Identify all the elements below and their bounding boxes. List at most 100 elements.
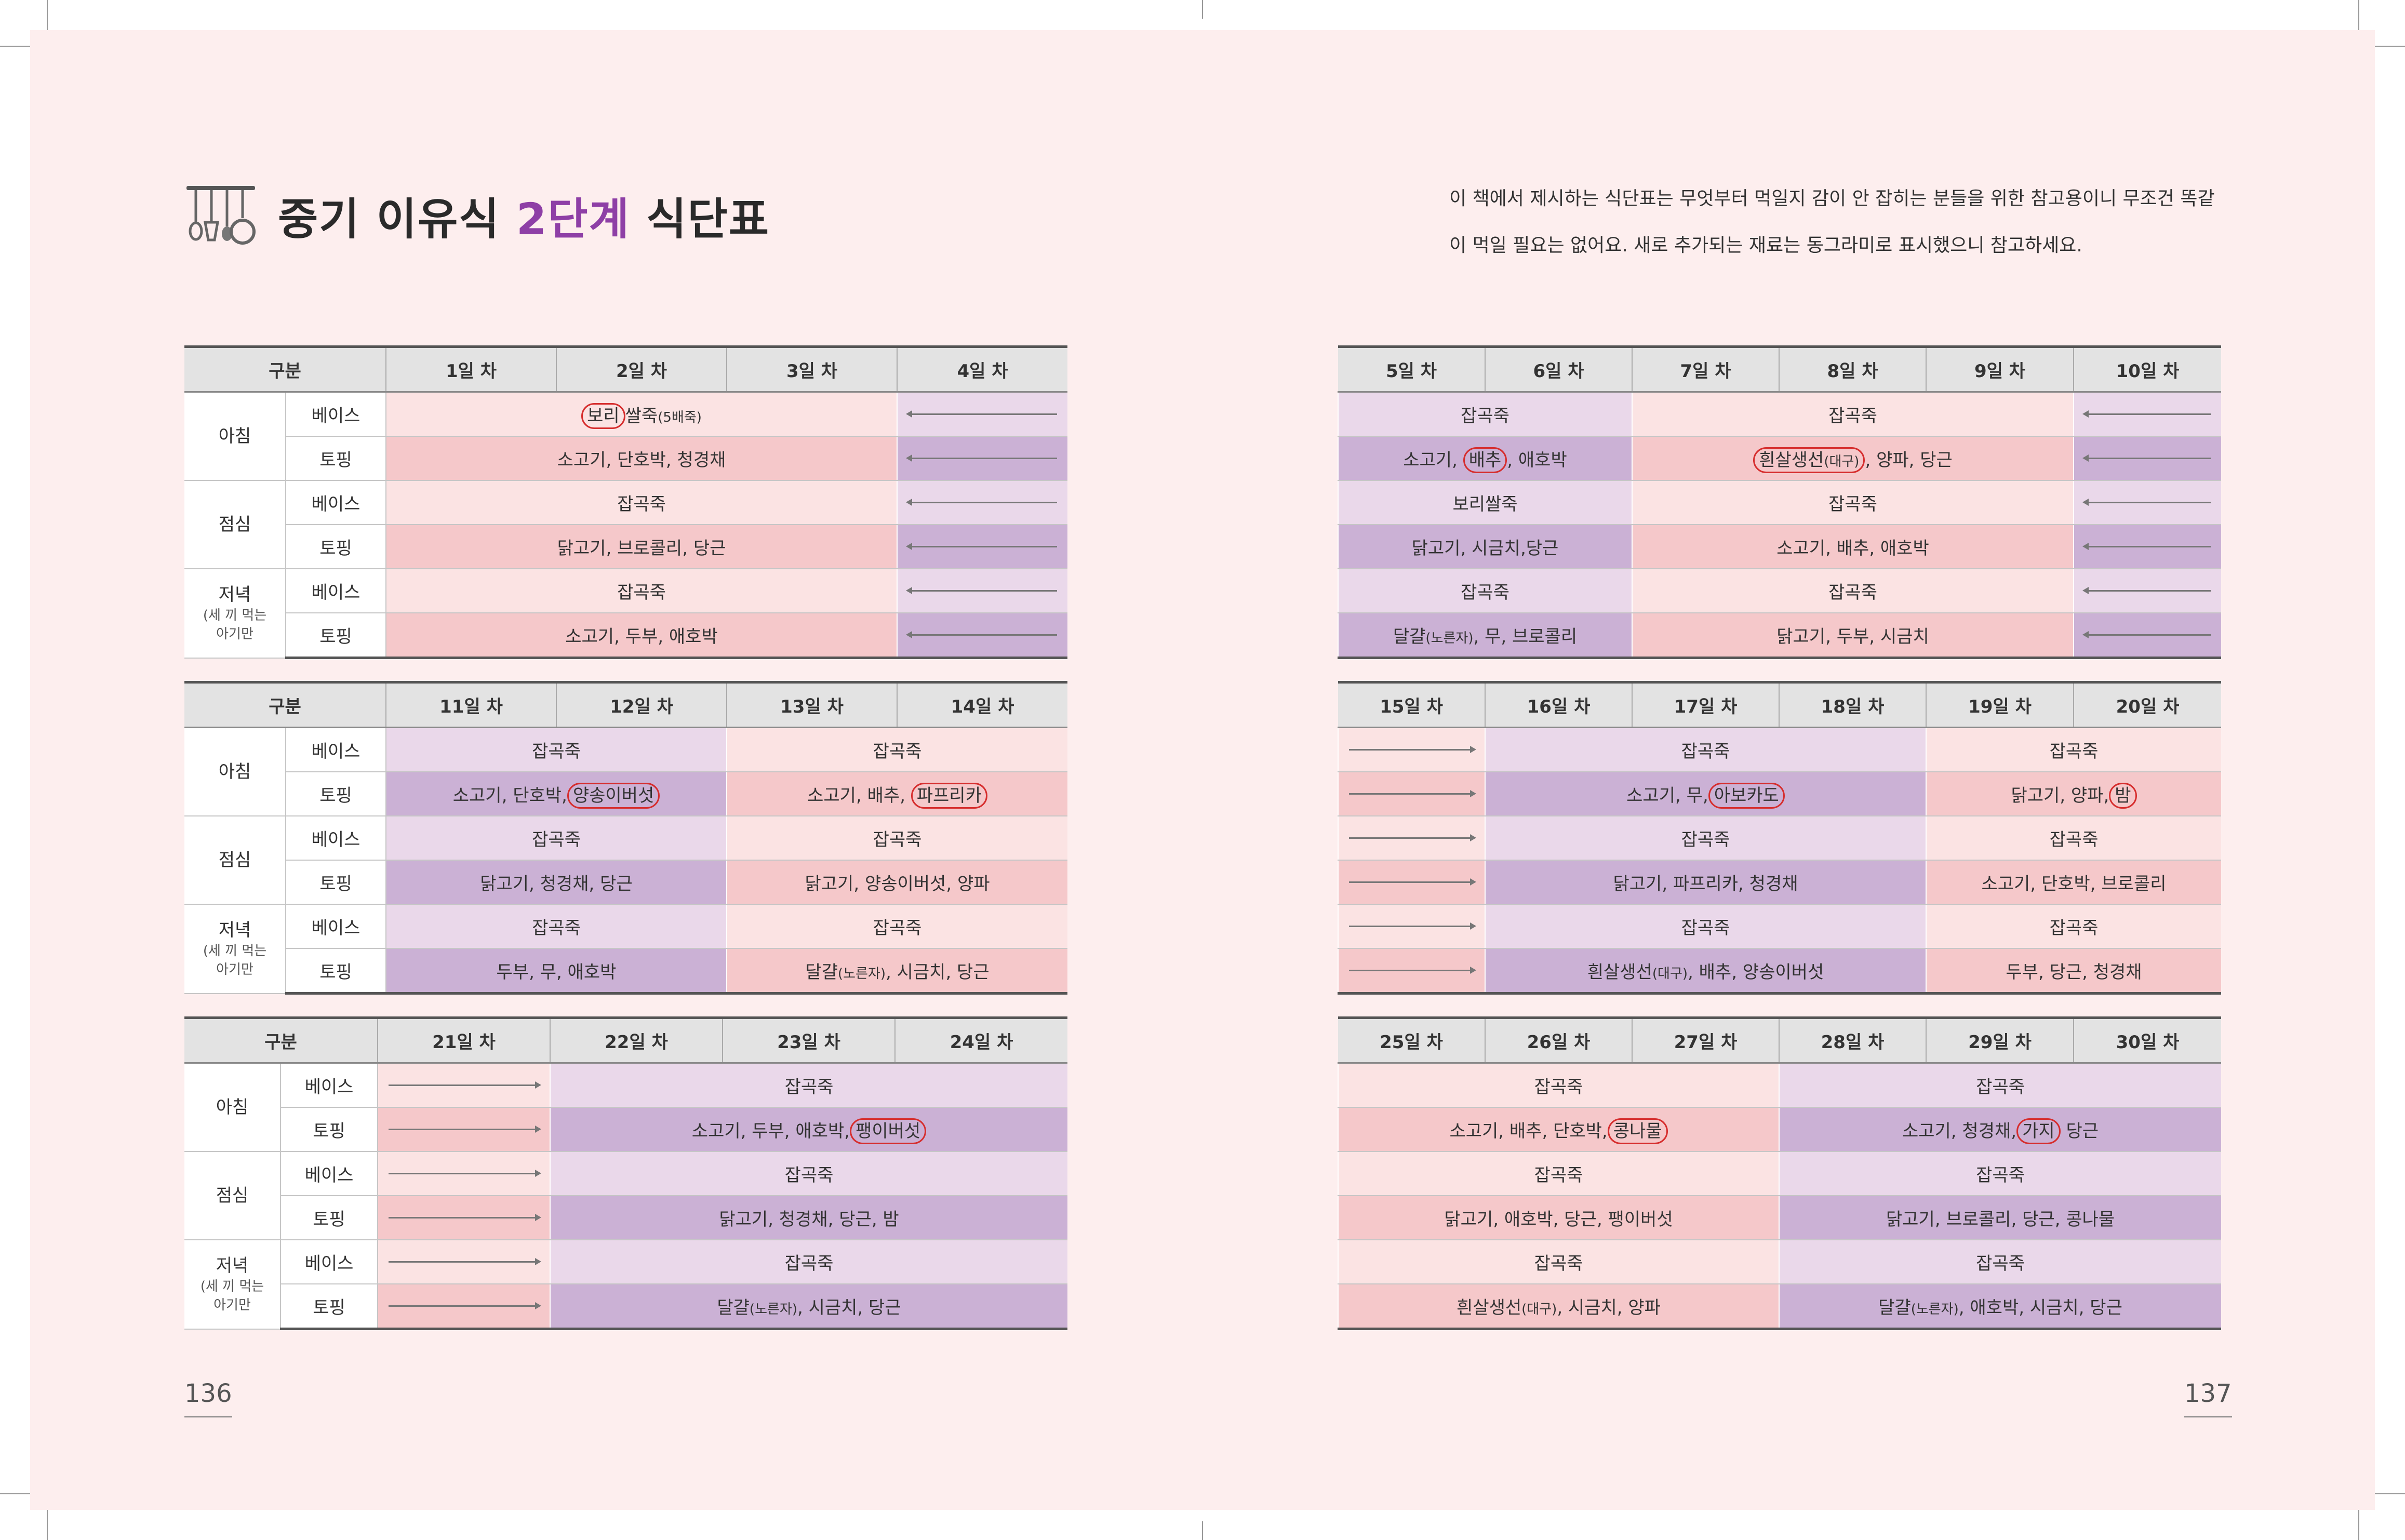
- crop-mark: [2358, 1510, 2359, 1540]
- menu-cell: 닭고기, 애호박, 당근, 팽이버섯: [1338, 1196, 1779, 1240]
- meal-lunch: 점심: [184, 816, 286, 905]
- row-topping: 토핑: [286, 436, 386, 481]
- menu-cell: 소고기, 단호박, 청경채: [385, 436, 897, 481]
- row-topping: 토핑: [280, 1284, 378, 1330]
- menu-cell: 닭고기, 브로콜리, 당근: [385, 525, 897, 569]
- menu-cell: 흰살생선(대구), 시금치, 양파: [1338, 1284, 1779, 1330]
- header-day: 7일 차: [1632, 345, 1779, 393]
- new-ingredient: 양송이버섯: [567, 783, 660, 809]
- page-title: 중기 이유식 2단계 식단표: [278, 193, 770, 245]
- menu-cell: 소고기, 두부, 애호박: [385, 613, 897, 659]
- continue-arrow: [1338, 816, 1485, 861]
- crop-mark: [0, 46, 30, 47]
- header-day: 4일 차: [897, 345, 1067, 393]
- row-base: 베이스: [286, 727, 386, 772]
- new-ingredient: 가지: [2016, 1118, 2061, 1144]
- menu-cell: 달걀(노른자), 무, 브로콜리: [1338, 613, 1632, 659]
- menu-cell: 닭고기, 시금치,당근: [1338, 525, 1632, 569]
- continue-arrow: [897, 569, 1067, 613]
- header-day: 21일 차: [377, 1016, 550, 1064]
- meal-breakfast: 아침: [184, 1063, 281, 1152]
- new-ingredient: 팽이버섯: [850, 1118, 927, 1144]
- continue-arrow: [2073, 525, 2221, 569]
- menu-cell: 보리쌀죽: [1338, 480, 1632, 525]
- schedule-table-days-1-4: 구분 1일 차 2일 차 3일 차 4일 차 아침 베이스 보리 쌀죽(5배죽) …: [184, 345, 1067, 659]
- page-number-right: 137: [2184, 1379, 2232, 1417]
- menu-cell: 잡곡죽: [1926, 816, 2221, 861]
- row-base: 베이스: [286, 480, 386, 525]
- crop-mark: [2358, 0, 2359, 30]
- header-day: 1일 차: [385, 345, 556, 393]
- menu-cell: 잡곡죽: [385, 480, 897, 525]
- row-topping: 토핑: [286, 860, 386, 905]
- continue-arrow: [1338, 772, 1485, 816]
- header-day: 3일 차: [726, 345, 897, 393]
- meal-breakfast: 아침: [184, 727, 286, 816]
- new-ingredient: 보리: [581, 403, 625, 429]
- row-topping: 토핑: [286, 948, 386, 995]
- crop-mark: [2375, 1493, 2405, 1494]
- menu-cell: 잡곡죽: [1485, 727, 1926, 772]
- meal-dinner: 저녁 (세 끼 먹는 아기만: [184, 1240, 281, 1330]
- menu-cell: 닭고기, 두부, 시금치: [1632, 613, 2074, 659]
- row-base: 베이스: [280, 1151, 378, 1196]
- menu-cell: 두부, 무, 애호박: [385, 948, 727, 995]
- header-day: 18일 차: [1779, 681, 1926, 728]
- menu-cell: 잡곡죽: [1338, 1240, 1779, 1284]
- continue-arrow: [1338, 860, 1485, 905]
- header-day: 16일 차: [1485, 681, 1632, 728]
- menu-cell: 잡곡죽: [1632, 480, 2074, 525]
- continue-arrow: [1338, 948, 1485, 995]
- header-category: 구분: [184, 345, 386, 393]
- menu-cell: 잡곡죽: [1926, 904, 2221, 949]
- page-number-left: 136: [184, 1379, 232, 1417]
- kitchen-utensils-icon: [186, 186, 256, 245]
- menu-cell: 달걀(노른자), 애호박, 시금치, 당근: [1779, 1284, 2221, 1330]
- header-day: 30일 차: [2073, 1016, 2221, 1064]
- new-ingredient: 콩나물: [1607, 1118, 1668, 1144]
- continue-arrow: [1338, 904, 1485, 949]
- menu-cell: 소고기, 무, 아보카도: [1485, 772, 1926, 816]
- menu-cell: 닭고기, 청경채, 당근, 밤: [550, 1196, 1067, 1240]
- continue-arrow: [1338, 727, 1485, 772]
- menu-cell: 잡곡죽: [1338, 392, 1632, 437]
- header-day: 8일 차: [1779, 345, 1926, 393]
- page-heading: 중기 이유식 2단계 식단표: [184, 182, 770, 249]
- menu-cell: 소고기, 두부, 애호박, 팽이버섯: [550, 1107, 1067, 1152]
- header-day: 17일 차: [1632, 681, 1779, 728]
- continue-arrow: [897, 480, 1067, 525]
- row-base: 베이스: [280, 1063, 378, 1108]
- new-ingredient: 아보카도: [1708, 783, 1785, 809]
- crop-mark: [0, 1493, 30, 1494]
- meal-lunch: 점심: [184, 480, 286, 569]
- header-day: 6일 차: [1485, 345, 1632, 393]
- menu-cell: 닭고기, 양송이버섯, 양파: [726, 860, 1067, 905]
- menu-cell: 잡곡죽: [385, 816, 727, 861]
- menu-cell: 달걀(노른자), 시금치, 당근: [726, 948, 1067, 995]
- header-day: 23일 차: [722, 1016, 895, 1064]
- menu-cell: 잡곡죽: [1338, 569, 1632, 613]
- header-day: 5일 차: [1338, 345, 1485, 393]
- header-day: 15일 차: [1338, 681, 1485, 728]
- row-topping: 토핑: [286, 525, 386, 569]
- new-ingredient: 밤: [2109, 783, 2137, 809]
- schedule-table-days-11-14: 구분 11일 차 12일 차 13일 차 14일 차 아침 베이스 잡곡죽 잡곡…: [184, 681, 1067, 995]
- meal-lunch: 점심: [184, 1151, 281, 1240]
- menu-cell: 소고기, 배추, 애호박: [1338, 436, 1632, 481]
- schedule-table-days-15-20: 15일 차 16일 차 17일 차 18일 차 19일 차 20일 차 잡곡죽 …: [1338, 681, 2221, 995]
- row-base: 베이스: [280, 1240, 378, 1284]
- new-ingredient: 파프리카: [911, 783, 987, 809]
- row-base: 베이스: [286, 392, 386, 437]
- menu-cell: 달걀(노른자), 시금치, 당근: [550, 1284, 1067, 1330]
- menu-cell: 소고기, 단호박, 양송이버섯: [385, 772, 727, 816]
- menu-cell: 잡곡죽: [385, 569, 897, 613]
- menu-cell: 닭고기, 청경채, 당근: [385, 860, 727, 905]
- menu-cell: 닭고기, 파프리카, 청경채: [1485, 860, 1926, 905]
- menu-cell: 잡곡죽: [1779, 1063, 2221, 1108]
- continue-arrow: [897, 436, 1067, 481]
- header-day: 28일 차: [1779, 1016, 1926, 1064]
- menu-cell: 잡곡죽: [1485, 816, 1926, 861]
- schedule-table-days-25-30: 25일 차 26일 차 27일 차 28일 차 29일 차 30일 차 잡곡죽 …: [1338, 1016, 2221, 1330]
- menu-cell: 잡곡죽: [1632, 392, 2074, 437]
- crop-mark: [47, 1510, 48, 1540]
